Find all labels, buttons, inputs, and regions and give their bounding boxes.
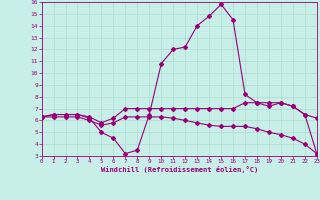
X-axis label: Windchill (Refroidissement éolien,°C): Windchill (Refroidissement éolien,°C) bbox=[100, 166, 258, 173]
